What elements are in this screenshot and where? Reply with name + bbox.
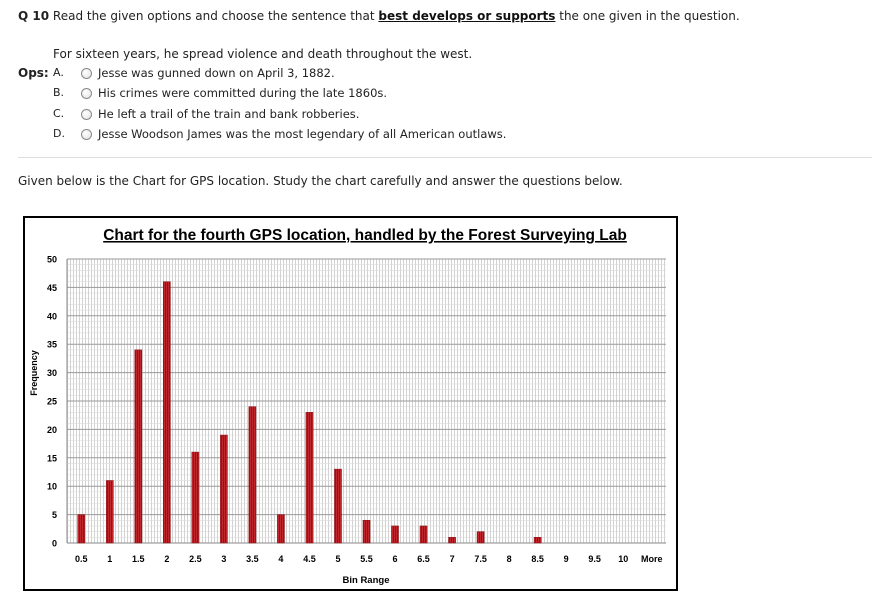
x-tick-label: 6.5 (417, 554, 430, 564)
option-d-letter: D. (53, 127, 65, 140)
x-tick-label: 9.5 (588, 554, 601, 564)
chart-intro-text: Given below is the Chart for GPS locatio… (18, 174, 623, 188)
question-header: Q 10 Read the given options and choose t… (18, 9, 740, 23)
y-tick-labels: 0 5 10 15 20 25 30 35 40 45 50 (47, 255, 57, 549)
option-c-letter: C. (53, 107, 65, 120)
bar (277, 514, 285, 544)
y-axis-label: Frequency (29, 350, 39, 396)
y-tick-label: 45 (47, 283, 57, 293)
bar (134, 349, 143, 544)
y-tick-label: 15 (47, 453, 57, 463)
question-number: Q 10 (18, 9, 50, 23)
x-tick-label: 2.5 (189, 554, 202, 564)
y-tick-label: 5 (52, 510, 57, 520)
option-d-text[interactable]: Jesse Woodson James was the most legenda… (98, 127, 507, 141)
bar (419, 525, 428, 544)
x-tick-label: 5.5 (360, 554, 373, 564)
bars (77, 281, 542, 544)
option-c-radio[interactable] (81, 109, 92, 120)
y-tick-label: 50 (47, 255, 57, 265)
x-tick-label: 7.5 (474, 554, 487, 564)
bar (533, 537, 542, 544)
x-tick-label: 5 (335, 554, 340, 564)
y-tick-label: 25 (47, 397, 57, 407)
option-b-radio[interactable] (81, 88, 92, 99)
option-b-text[interactable]: His crimes were committed during the lat… (98, 86, 388, 100)
y-tick-label: 35 (47, 340, 57, 350)
option-b-letter: B. (53, 86, 65, 99)
x-tick-label: 1 (107, 554, 112, 564)
x-tick-labels: 0.5 1 1.5 2 2.5 3 3.5 4 4.5 5 5.5 6 6.5 7 7.5 8 8.5 9 9.5 1… (75, 554, 662, 564)
y-tick-label: 40 (47, 311, 57, 321)
prompt-emphasis: best develops or supports (378, 9, 556, 23)
x-tick-label: 3.5 (246, 554, 259, 564)
bar (191, 451, 200, 544)
y-tick-label: 30 (47, 368, 57, 378)
bar (163, 281, 171, 544)
bar (77, 514, 86, 544)
bar (476, 531, 485, 544)
x-tick-label: 3 (221, 554, 226, 564)
y-tick-label: 10 (47, 482, 57, 492)
prompt-text-after: the one given in the question. (559, 9, 740, 23)
section-divider (18, 157, 872, 158)
option-a-letter: A. (53, 66, 64, 79)
chart-title: Chart for the fourth GPS location, handl… (103, 227, 627, 244)
bar (362, 519, 371, 544)
bar-chart: Chart for the fourth GPS location, handl… (29, 227, 666, 586)
bar (448, 537, 456, 544)
x-tick-label: 2 (164, 554, 169, 564)
x-tick-label: 4 (278, 554, 283, 564)
x-tick-label: 0.5 (75, 554, 88, 564)
x-tick-label: More (641, 554, 663, 564)
bar (220, 434, 228, 544)
chart-frame: Chart for the fourth GPS location, handl… (23, 216, 678, 591)
x-tick-label: 4.5 (303, 554, 316, 564)
y-tick-label: 20 (47, 425, 57, 435)
x-tick-label: 8 (507, 554, 512, 564)
bar (105, 480, 114, 544)
x-tick-label: 7 (450, 554, 455, 564)
bar (248, 406, 257, 544)
option-d-radio[interactable] (81, 129, 92, 140)
bar (391, 525, 399, 544)
x-tick-label: 1.5 (132, 554, 145, 564)
bar (305, 412, 314, 544)
option-c-text[interactable]: He left a trail of the train and bank ro… (98, 107, 360, 121)
x-tick-label: 10 (618, 554, 628, 564)
options-label: Ops: (18, 66, 49, 80)
question-stem: For sixteen years, he spread violence an… (53, 47, 473, 61)
bar (334, 468, 342, 544)
x-tick-label: 9 (564, 554, 569, 564)
option-a-radio[interactable] (81, 68, 92, 79)
x-tick-label: 6 (393, 554, 398, 564)
prompt-text-before: Read the given options and choose the se… (52, 9, 375, 23)
y-tick-label: 0 (52, 539, 57, 549)
option-a-text[interactable]: Jesse was gunned down on April 3, 1882. (98, 66, 335, 80)
x-axis-label: Bin Range (343, 575, 390, 586)
x-tick-label: 8.5 (531, 554, 544, 564)
